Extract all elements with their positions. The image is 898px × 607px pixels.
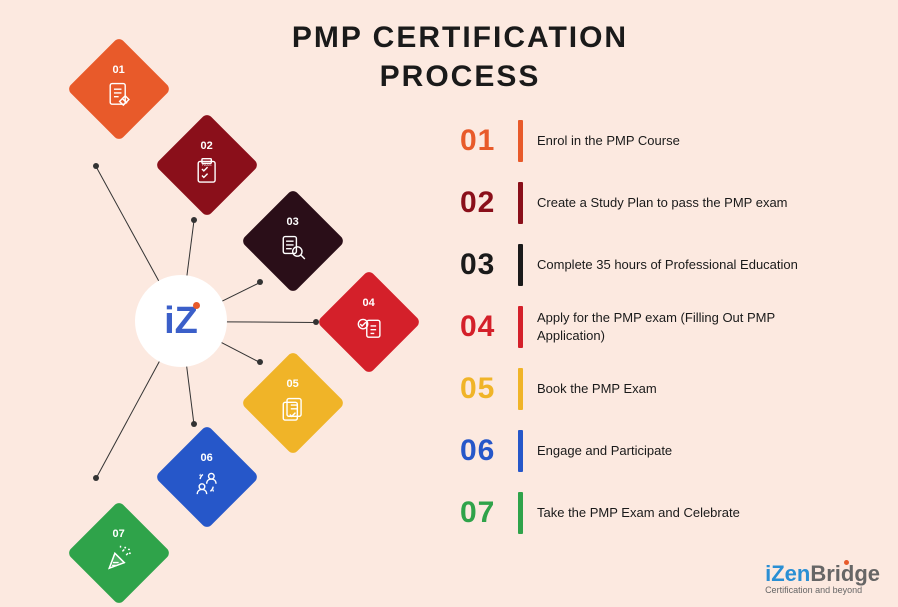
diamond-step-03: 03 bbox=[241, 189, 346, 294]
doc-stack-icon bbox=[278, 394, 308, 429]
step-row-07: 07 Take the PMP Exam and Celebrate bbox=[460, 492, 860, 534]
step-row-04: 04 Apply for the PMP exam (Filling Out PM… bbox=[460, 306, 860, 348]
step-text: Take the PMP Exam and Celebrate bbox=[537, 504, 740, 522]
diamond-inner: 02 PASS bbox=[192, 140, 222, 191]
diamond-number: 06 bbox=[201, 452, 213, 464]
step-number: 04 bbox=[460, 310, 518, 344]
svg-text:PASS: PASS bbox=[202, 163, 212, 167]
step-number: 03 bbox=[460, 248, 518, 282]
step-row-02: 02 Create a Study Plan to pass the PMP ex… bbox=[460, 182, 860, 224]
diamond-number: 01 bbox=[113, 64, 125, 76]
diamond-inner: 07 bbox=[104, 528, 134, 579]
step-row-06: 06 Engage and Participate bbox=[460, 430, 860, 472]
step-bar bbox=[518, 182, 523, 224]
step-text: Engage and Participate bbox=[537, 442, 672, 460]
spoke-line bbox=[186, 365, 194, 424]
diamond-step-01: 01 bbox=[67, 37, 172, 142]
diamond-step-06: 06 bbox=[155, 425, 260, 530]
step-bar bbox=[518, 368, 523, 410]
step-row-03: 03 Complete 35 hours of Professional Educ… bbox=[460, 244, 860, 286]
diamond-number: 02 bbox=[201, 140, 213, 152]
step-bar bbox=[518, 244, 523, 286]
step-number: 05 bbox=[460, 372, 518, 406]
title-line-1: PMP CERTIFICATION bbox=[292, 21, 628, 54]
step-number: 02 bbox=[460, 186, 518, 220]
diamond-number: 04 bbox=[363, 297, 375, 309]
checklist-pass-icon: PASS bbox=[192, 156, 222, 191]
diamond-inner: 05 bbox=[278, 378, 308, 429]
stamp-check-icon bbox=[354, 313, 384, 348]
diamond-inner: 06 bbox=[192, 452, 222, 503]
diamond-inner: 01 bbox=[104, 64, 134, 115]
step-row-01: 01 Enrol in the PMP Course bbox=[460, 120, 860, 162]
step-number: 06 bbox=[460, 434, 518, 468]
spoke-line bbox=[186, 220, 194, 277]
diamond-inner: 04 bbox=[354, 297, 384, 348]
title-line-2: PROCESS bbox=[380, 60, 541, 93]
step-row-05: 05 Book the PMP Exam bbox=[460, 368, 860, 410]
document-edit-icon bbox=[104, 80, 134, 115]
logo-zen: Zen bbox=[771, 561, 810, 586]
step-bar bbox=[518, 120, 523, 162]
step-bar bbox=[518, 492, 523, 534]
step-text: Create a Study Plan to pass the PMP exam bbox=[537, 194, 788, 212]
diamond-step-05: 05 bbox=[241, 351, 346, 456]
spoke-line bbox=[96, 360, 161, 479]
diamond-number: 05 bbox=[287, 378, 299, 390]
steps-list: 01 Enrol in the PMP Course 02 Create a Stud… bbox=[460, 120, 860, 554]
diamond-number: 03 bbox=[287, 216, 299, 228]
spoke-line bbox=[220, 282, 260, 302]
step-text: Apply for the PMP exam (Filling Out PMP … bbox=[537, 309, 807, 344]
hub-logo-text: iZ bbox=[164, 300, 198, 343]
step-text: Book the PMP Exam bbox=[537, 380, 657, 398]
hub-dot-icon bbox=[193, 302, 200, 309]
spoke-line bbox=[220, 341, 260, 363]
diamond-step-07: 07 bbox=[67, 501, 172, 606]
step-text: Complete 35 hours of Professional Educat… bbox=[537, 256, 798, 274]
diamond-number: 07 bbox=[113, 528, 125, 540]
brand-logo: iZenBridge Certification and beyond bbox=[765, 561, 880, 595]
step-bar bbox=[518, 306, 523, 348]
magnify-doc-icon bbox=[278, 232, 308, 267]
diamond-inner: 03 bbox=[278, 216, 308, 267]
step-number: 07 bbox=[460, 496, 518, 530]
people-sync-icon bbox=[192, 468, 222, 503]
hub-circle: iZ bbox=[135, 275, 227, 367]
step-text: Enrol in the PMP Course bbox=[537, 132, 680, 150]
logo-text: iZenBridge bbox=[765, 561, 880, 587]
diamond-step-04: 04 bbox=[317, 270, 422, 375]
diamond-step-02: 02 PASS bbox=[155, 113, 260, 218]
spoke-line bbox=[225, 321, 316, 323]
step-bar bbox=[518, 430, 523, 472]
step-number: 01 bbox=[460, 124, 518, 158]
spoke-line bbox=[96, 166, 161, 283]
celebrate-icon bbox=[104, 544, 134, 579]
page-title: PMP CERTIFICATION PROCESS bbox=[240, 18, 680, 96]
